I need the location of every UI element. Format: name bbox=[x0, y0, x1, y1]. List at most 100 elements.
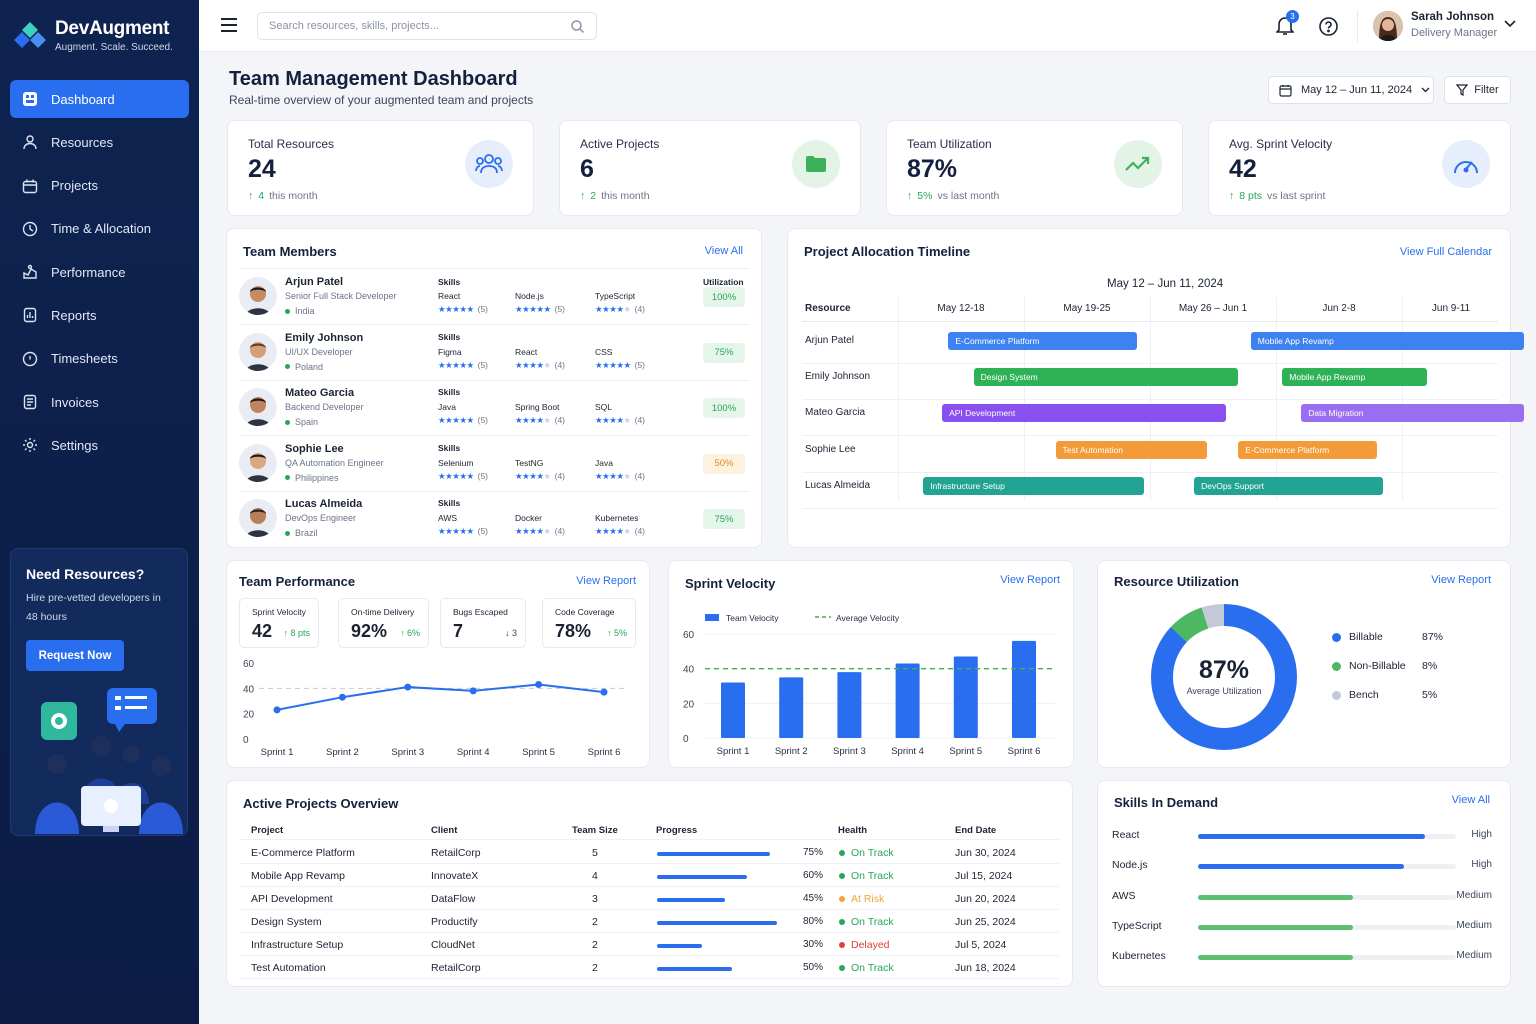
team-size: 5 bbox=[592, 847, 598, 859]
avatar[interactable] bbox=[1373, 11, 1403, 41]
kpi-total-resources[interactable]: Total Resources 24 ↑ 4 this month bbox=[227, 120, 534, 216]
data-point[interactable] bbox=[535, 681, 543, 689]
kpi-delta-value: 8 pts bbox=[1239, 190, 1263, 202]
nav-dashboard[interactable]: Dashboard bbox=[10, 80, 189, 118]
view-all-link[interactable]: View All bbox=[704, 245, 743, 257]
team-member-row[interactable]: Mateo Garcia Backend Developer Spain Skills… bbox=[239, 380, 749, 436]
star-icon: ★ bbox=[595, 359, 603, 370]
star-icon: ★ bbox=[452, 526, 460, 537]
filter-label: Filter bbox=[1474, 84, 1499, 96]
nav-reports[interactable]: Reports bbox=[10, 296, 189, 334]
member-location: Spain bbox=[285, 417, 318, 427]
allocation-bar[interactable]: E-Commerce Platform bbox=[1238, 440, 1377, 459]
demand-fill bbox=[1198, 894, 1353, 900]
rating-count: (4) bbox=[634, 304, 646, 314]
nav-time-allocation[interactable]: Time & Allocation bbox=[10, 210, 189, 248]
donut-slice-bench[interactable] bbox=[1151, 604, 1297, 750]
team-member-row[interactable]: Sophie Lee QA Automation Engineer Philippi… bbox=[239, 436, 749, 492]
table-row[interactable]: E-Commerce Platform RetailCorp 5 75% On Trac… bbox=[239, 841, 1059, 864]
allocation-bar[interactable]: E-Commerce Platform bbox=[948, 332, 1138, 350]
star-icon: ★ bbox=[623, 470, 632, 481]
nav-timesheets[interactable]: Timesheets bbox=[10, 340, 189, 378]
view-full-calendar-link[interactable]: View Full Calendar bbox=[1399, 246, 1492, 258]
logo[interactable]: DevAugment Augment. Scale. Succeed. bbox=[14, 18, 173, 53]
team-member-row[interactable]: Emily Johnson UI/UX Developer Poland Skills… bbox=[239, 325, 749, 381]
nav-performance[interactable]: Performance bbox=[10, 253, 189, 291]
velocity-bar[interactable] bbox=[1012, 640, 1036, 738]
kpi-avg-sprint-velocity[interactable]: Avg. Sprint Velocity 42 ↑ 8 pts vs last sp… bbox=[1208, 120, 1511, 216]
star-icon: ★ bbox=[529, 526, 537, 537]
allocation-bar[interactable]: Mobile App Revamp bbox=[1250, 332, 1525, 350]
nav-invoices[interactable]: Invoices bbox=[10, 383, 189, 421]
legend-label: Average Velocity bbox=[836, 613, 900, 623]
data-point[interactable] bbox=[469, 687, 477, 695]
legend-swatch bbox=[705, 614, 719, 621]
kpi-team-utilization[interactable]: Team Utilization 87% ↑ 5% vs last month bbox=[886, 120, 1183, 216]
row-divider bbox=[802, 471, 1498, 473]
velocity-bar[interactable] bbox=[779, 677, 804, 738]
view-all-link[interactable]: View All bbox=[1451, 794, 1490, 806]
menu-icon[interactable] bbox=[221, 18, 237, 32]
arrow-up-icon: ↑ bbox=[399, 628, 407, 638]
kpi-active-projects[interactable]: Active Projects 6 ↑ 2 this month bbox=[559, 120, 861, 216]
divider bbox=[1357, 10, 1358, 42]
view-report-link[interactable]: View Report bbox=[1000, 574, 1060, 586]
date-range-picker[interactable]: May 12 – Jun 11, 2024 bbox=[1268, 76, 1434, 104]
request-now-button[interactable]: Request Now bbox=[26, 640, 124, 671]
data-point[interactable] bbox=[600, 688, 608, 696]
help-icon[interactable] bbox=[1319, 17, 1338, 36]
star-icon: ★ bbox=[623, 415, 632, 426]
velocity-bar[interactable] bbox=[895, 663, 920, 738]
view-report-link[interactable]: View Report bbox=[1431, 574, 1491, 586]
data-point[interactable] bbox=[273, 706, 281, 714]
table-row[interactable]: Design System Productify 2 80% On Track Jun 2… bbox=[239, 910, 1059, 933]
status-dot bbox=[839, 896, 845, 902]
chevron-down-icon[interactable] bbox=[1504, 20, 1516, 28]
velocity-bar[interactable] bbox=[953, 656, 978, 738]
skill-rating: ★★★★★ (4) bbox=[515, 360, 565, 371]
allocation-bar[interactable]: API Development bbox=[942, 404, 1226, 423]
rating-count: (5) bbox=[477, 470, 489, 481]
skill-rating: ★★★★★ (4) bbox=[595, 471, 645, 482]
kpi-delta-text: this month bbox=[601, 190, 650, 202]
utilization-pill: 50% bbox=[703, 453, 745, 474]
velocity-bar[interactable] bbox=[837, 672, 862, 738]
skill-name: TypeScript bbox=[595, 291, 636, 301]
progress-fill bbox=[657, 967, 732, 971]
table-row[interactable]: Mobile App Revamp InnovateX 4 60% On Track Ju… bbox=[239, 864, 1059, 887]
nav-resources[interactable]: Resources bbox=[10, 123, 189, 161]
rating-count: (4) bbox=[554, 359, 566, 370]
progress-fill bbox=[657, 875, 747, 879]
allocation-bar[interactable]: DevOps Support bbox=[1194, 476, 1384, 495]
table-row[interactable]: API Development DataFlow 3 45% At Risk Jun 20… bbox=[239, 887, 1059, 910]
table-row[interactable]: Infrastructure Setup CloudNet 2 30% Delayed J… bbox=[239, 933, 1059, 956]
team-member-row[interactable]: Lucas Almeida DevOps Engineer Brazil Skills… bbox=[239, 491, 749, 547]
report-icon bbox=[22, 307, 38, 323]
location-label: Poland bbox=[295, 361, 324, 372]
star-icon: ★ bbox=[445, 470, 453, 481]
table-row[interactable]: Test Automation RetailCorp 2 50% On Track Jun… bbox=[239, 956, 1059, 979]
data-point[interactable] bbox=[404, 683, 412, 691]
allocation-bar[interactable]: Design System bbox=[973, 368, 1239, 387]
filter-button[interactable]: Filter bbox=[1444, 76, 1511, 104]
data-point[interactable] bbox=[338, 693, 346, 701]
star-icon: ★ bbox=[438, 415, 446, 426]
velocity-bar[interactable] bbox=[721, 682, 745, 738]
star-icon: ★ bbox=[459, 359, 467, 370]
project-name: API Development bbox=[251, 893, 333, 905]
nav-settings[interactable]: Settings bbox=[10, 426, 189, 464]
week-header: May 12-18 bbox=[937, 303, 985, 314]
location-label: Philippines bbox=[295, 472, 339, 483]
x-tick-label: Sprint 5 bbox=[949, 746, 982, 757]
allocation-bar[interactable]: Infrastructure Setup bbox=[923, 476, 1144, 495]
allocation-bar[interactable]: Test Automation bbox=[1055, 440, 1207, 459]
search-input[interactable]: Search resources, skills, projects... bbox=[257, 12, 597, 40]
allocation-bar[interactable]: Data Migration bbox=[1301, 404, 1525, 423]
nav-projects[interactable]: Projects bbox=[10, 167, 189, 205]
allocation-bar[interactable]: Mobile App Revamp bbox=[1282, 368, 1428, 387]
kpi-delta: ↑ 8 pts vs last sprint bbox=[1229, 190, 1325, 202]
star-icon: ★ bbox=[445, 359, 453, 370]
view-report-link[interactable]: View Report bbox=[576, 575, 636, 587]
skill-name: AWS bbox=[438, 513, 458, 524]
team-member-row[interactable]: Arjun Patel Senior Full Stack Developer In… bbox=[239, 269, 749, 325]
